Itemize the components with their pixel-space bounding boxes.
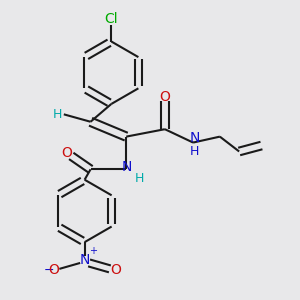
Text: +: + bbox=[89, 246, 98, 256]
Text: H: H bbox=[53, 108, 62, 121]
Text: O: O bbox=[110, 263, 121, 278]
Text: O: O bbox=[159, 89, 170, 103]
Text: N: N bbox=[122, 160, 132, 174]
Text: O: O bbox=[61, 146, 72, 160]
Text: H: H bbox=[135, 172, 144, 185]
Text: H: H bbox=[190, 145, 199, 158]
Text: −: − bbox=[44, 264, 54, 277]
Text: N: N bbox=[189, 131, 200, 145]
Text: Cl: Cl bbox=[104, 12, 118, 26]
Text: O: O bbox=[48, 263, 59, 278]
Text: N: N bbox=[80, 253, 90, 267]
